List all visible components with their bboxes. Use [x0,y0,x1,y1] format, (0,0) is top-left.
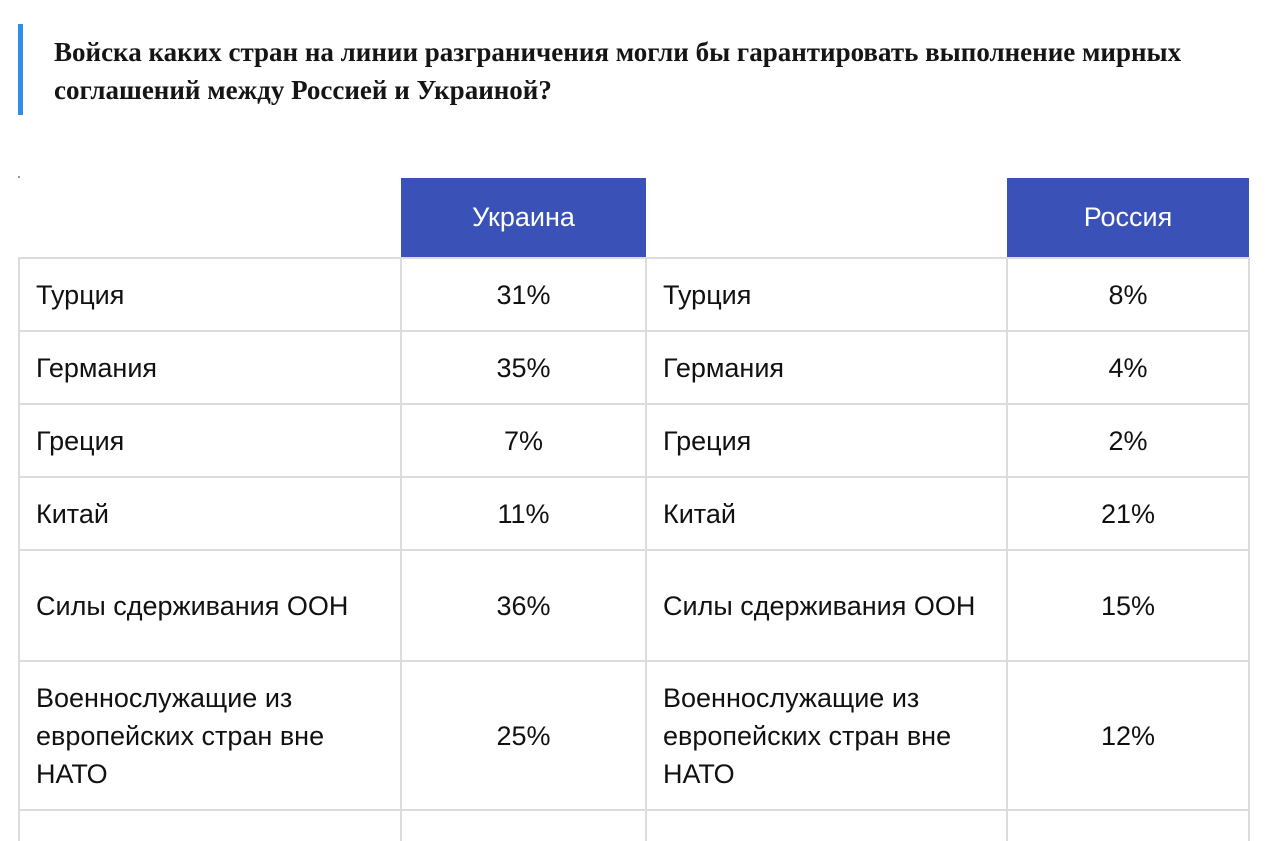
ukraine-value-cell: 25% [400,660,647,811]
russia-value-cell: 12% [1006,660,1250,811]
russia-country-cell: Военнослужащие из европейских стран вне … [645,660,1008,811]
table-row: Военнослужащие из европейских стран вне … [18,660,1250,811]
header-ukraine: Украина [401,178,646,258]
quote-accent-bar [18,24,23,115]
ukraine-value-cell: 36% [400,549,647,662]
page-title: Войска каких стран на линии разграничени… [54,37,1182,105]
russia-value-cell: 15% [1006,549,1250,662]
ukraine-country-cell: Греция [18,403,402,478]
table-row: Греция 7% Греция 2% [18,403,1250,478]
russia-country-cell: Силы сдерживания ООН [645,549,1008,662]
header-empty-cell [19,178,401,259]
table-row: Германия 35% Германия 4% [18,330,1250,405]
russia-value-cell: 4% [1006,330,1250,405]
header-empty-cell [646,178,1007,259]
ukraine-country-cell: Силы сдерживания ООН [18,549,402,662]
header-russia: Россия [1007,178,1249,258]
russia-country-cell: Китай [645,476,1008,551]
ukraine-value-cell: 35% [400,330,647,405]
russia-country-cell: Турция [645,257,1008,332]
russia-value-cell: 21% [1006,476,1250,551]
ukraine-country-cell: Германия [18,330,402,405]
russia-country-cell: Германия [645,330,1008,405]
table-header-row: Украина Россия [19,178,1249,259]
divider-dot [18,176,20,178]
russia-value-cell: 2% [1006,403,1250,478]
table-row: Турция 31% Турция 8% [18,257,1250,332]
ukraine-country-cell: Китай [18,476,402,551]
table-row: Силы сдерживания ООН 36% Силы сдерживани… [18,549,1250,662]
survey-table: Украина Россия Турция 31% Турция 8% Герм… [18,178,1250,841]
table-row: Китай 11% Китай 21% [18,476,1250,551]
russia-value-cell: 8% [1006,257,1250,332]
ukraine-country-cell: Военнослужащие из европейских стран вне … [18,660,402,811]
ukraine-value-cell: 7% [400,403,647,478]
ukraine-country-cell: Турция [18,257,402,332]
russia-country-cell: Греция [645,403,1008,478]
ukraine-value-cell: 31% [400,257,647,332]
ukraine-value-cell: 11% [400,476,647,551]
